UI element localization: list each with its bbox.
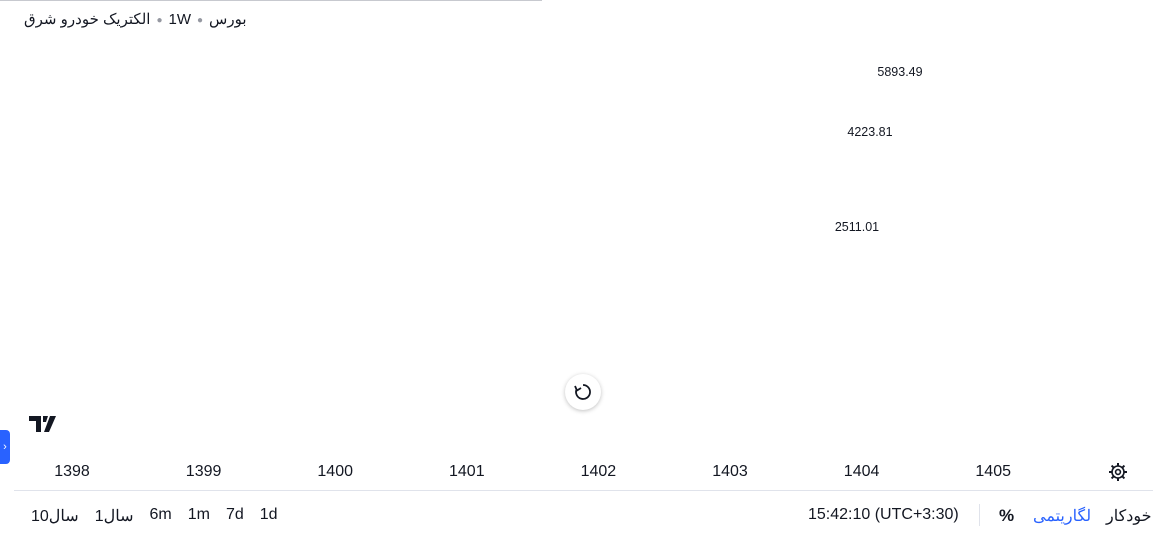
- annotation-label: 4223.81: [847, 125, 892, 139]
- auto-scale-toggle[interactable]: خودکار: [1106, 508, 1152, 525]
- x-tick-label: 1401: [449, 463, 485, 480]
- log-scale-toggle[interactable]: لگاریتمی: [1033, 508, 1092, 525]
- x-tick-label: 1402: [581, 463, 617, 480]
- gear-icon: [1109, 463, 1127, 481]
- x-tick-label: 1400: [317, 463, 353, 480]
- top-rule: [0, 0, 542, 1]
- interval-label[interactable]: 1W: [168, 11, 191, 28]
- symbol-header[interactable]: بورس ● 1W ● الکتریک خودرو شرق: [24, 10, 247, 28]
- reset-chart-button[interactable]: [565, 374, 601, 410]
- x-tick-label: 1398: [54, 463, 90, 480]
- logo-mark: [29, 416, 56, 432]
- bottom-toolbar: 10سال 1سال 6m 1m 7d 1d 15:42:10 (UTC+3:3…: [0, 496, 1153, 536]
- range-10y[interactable]: 10سال: [31, 508, 79, 525]
- range-7d[interactable]: 7d: [225, 506, 244, 523]
- separator-dot: ●: [196, 14, 204, 26]
- exchange-label: بورس: [209, 11, 247, 28]
- reset-icon: [574, 384, 591, 400]
- tradingview-logo: [22, 403, 64, 445]
- x-tick-label: 1399: [186, 463, 222, 480]
- percent-toggle[interactable]: %: [999, 506, 1015, 525]
- annotation-label: 2511.01: [835, 220, 879, 234]
- separator-dot: ●: [156, 14, 163, 26]
- x-tick-label: 1404: [844, 463, 880, 480]
- chart-settings-button[interactable]: [1107, 461, 1129, 483]
- expand-panel-handle[interactable]: ›: [0, 430, 10, 464]
- logo-background: [22, 403, 64, 445]
- x-tick-label: 1405: [975, 463, 1011, 480]
- toolbar-separator: [979, 504, 980, 526]
- timezone-clock[interactable]: 15:42:10 (UTC+3:30): [808, 506, 959, 523]
- chevron-right-icon: ›: [3, 441, 7, 453]
- range-6m[interactable]: 6m: [149, 506, 172, 523]
- range-1d[interactable]: 1d: [259, 506, 278, 523]
- symbol-name: الکتریک خودرو شرق: [24, 11, 151, 28]
- range-1m[interactable]: 1m: [187, 506, 210, 523]
- range-1y[interactable]: 1سال: [94, 508, 134, 525]
- range-selector: 10سال 1سال 6m 1m 7d 1d: [31, 506, 278, 526]
- bottom-divider: [14, 490, 1153, 491]
- x-tick-label: 1403: [712, 463, 748, 480]
- annotation-label: 5893.49: [877, 65, 922, 79]
